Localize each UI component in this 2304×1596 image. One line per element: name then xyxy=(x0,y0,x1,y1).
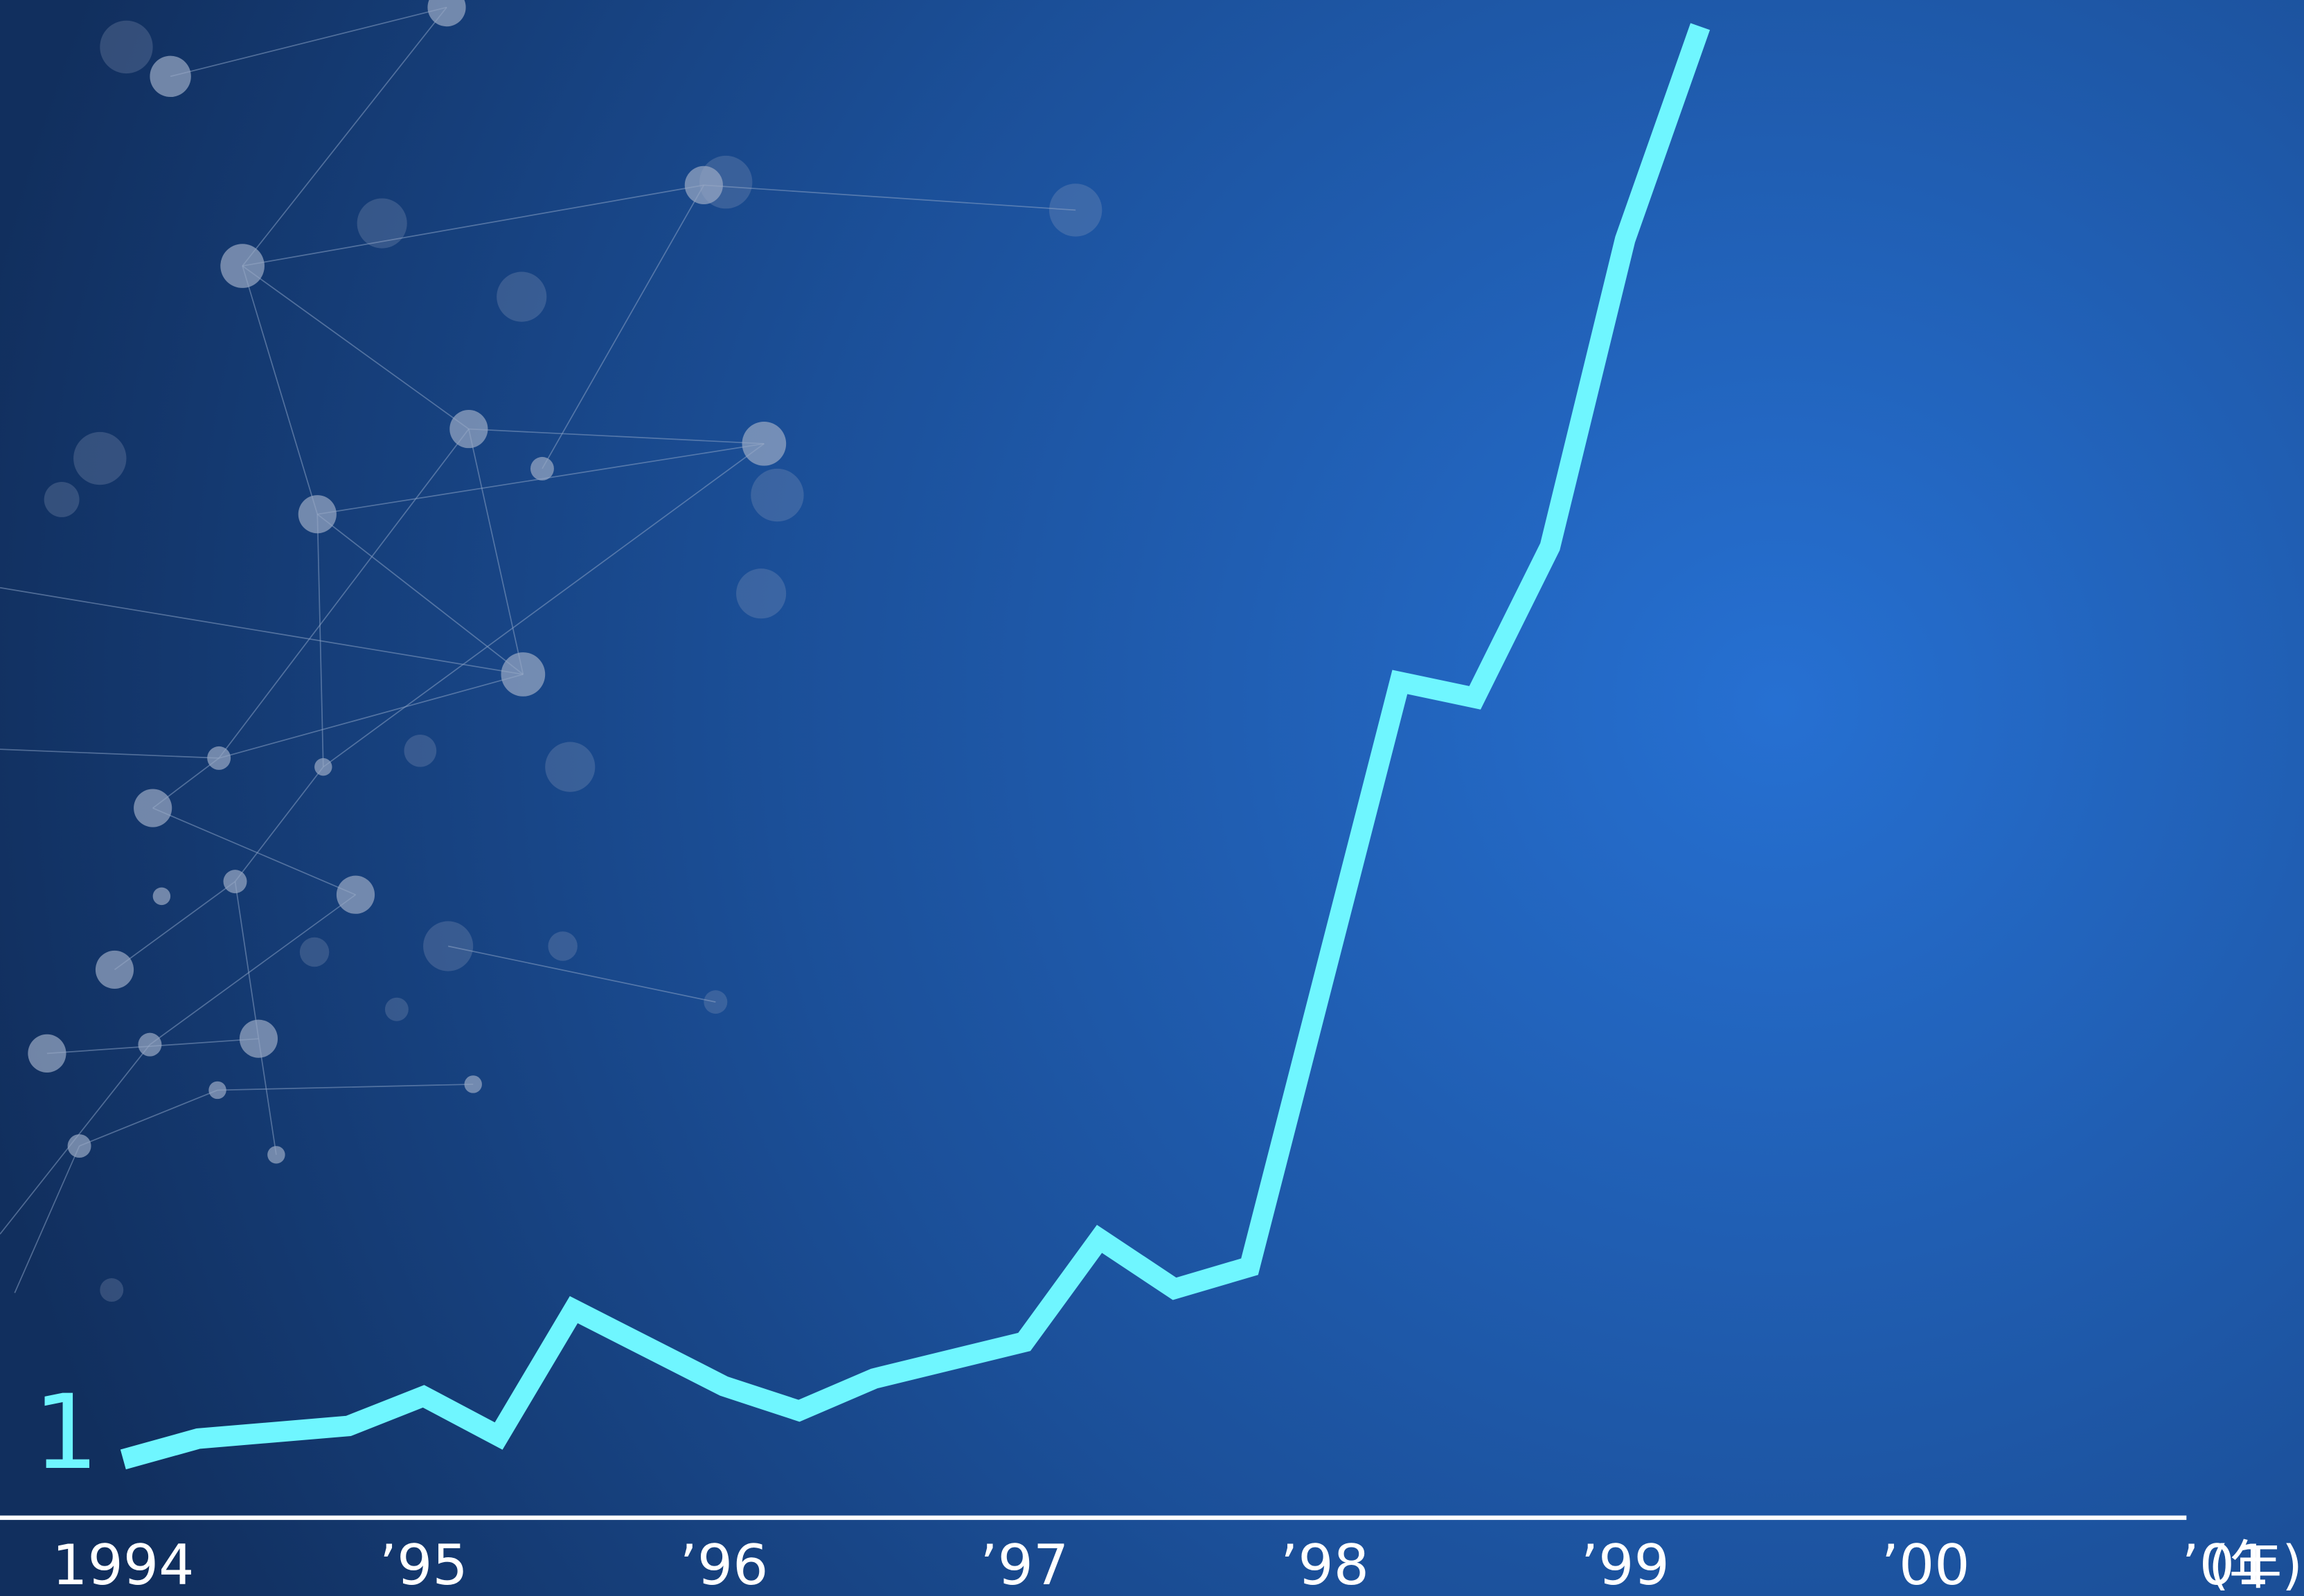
x-tick-label: ’97 xyxy=(980,1533,1069,1596)
start-label: 1 xyxy=(33,1373,98,1493)
x-tick-label: ’01 xyxy=(2181,1533,2270,1596)
x-tick-label: ’95 xyxy=(379,1533,467,1596)
x-axis-label: (年) xyxy=(2208,1535,2303,1596)
x-tick-label: 1994 xyxy=(52,1533,194,1596)
x-tick-label: ’99 xyxy=(1581,1533,1670,1596)
x-tick-label: ’96 xyxy=(679,1533,768,1596)
network-decoration xyxy=(0,0,1102,1302)
data-line xyxy=(120,23,1711,1470)
x-tick-label: ’98 xyxy=(1280,1533,1369,1596)
x-tick-label: ’00 xyxy=(1881,1533,1970,1596)
